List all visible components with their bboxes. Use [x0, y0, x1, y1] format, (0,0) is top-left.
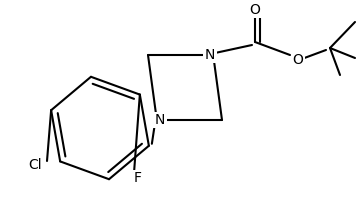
Text: Cl: Cl [28, 158, 42, 172]
Text: O: O [293, 53, 304, 67]
Text: O: O [250, 3, 260, 17]
Text: F: F [134, 171, 142, 185]
Text: N: N [205, 48, 215, 62]
Text: N: N [155, 113, 165, 127]
